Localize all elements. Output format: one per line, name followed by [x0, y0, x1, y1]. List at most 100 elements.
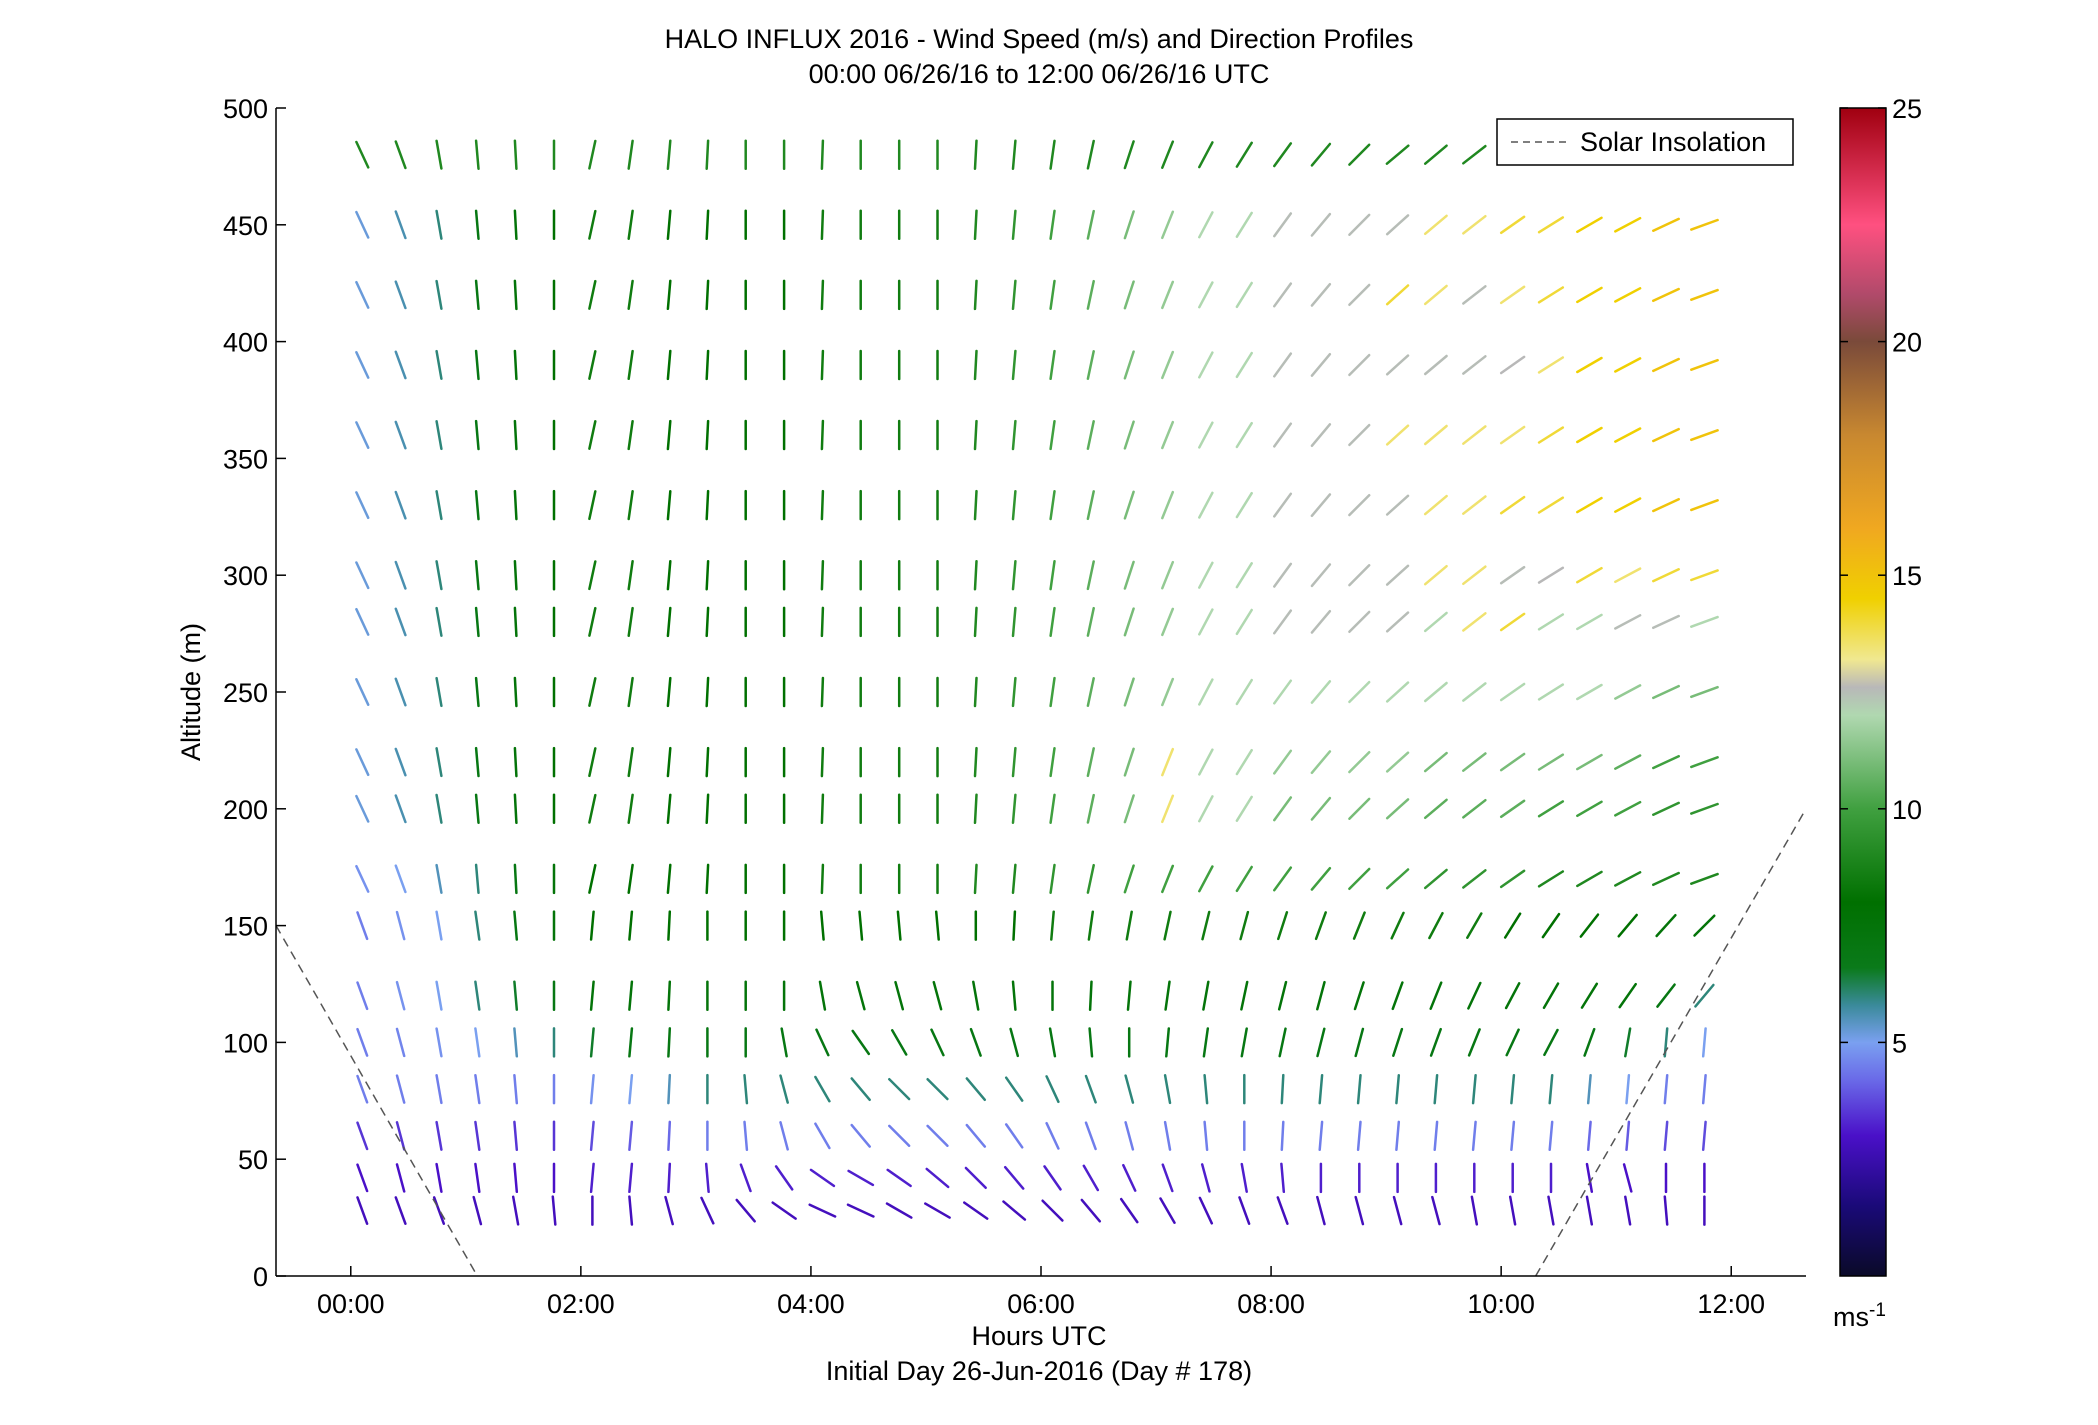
wind-arrow — [1652, 754, 1680, 770]
wind-arrow — [1690, 872, 1719, 885]
y-tick-label: 200 — [223, 795, 268, 825]
wind-arrow — [1316, 1195, 1326, 1226]
wind-arrow — [1080, 1198, 1102, 1223]
colorbar: 5 10 15 20 25 ms-1 — [1833, 94, 1922, 1332]
wind-arrow — [1125, 910, 1133, 941]
wind-arrow — [1318, 1120, 1324, 1152]
wind-arrow — [355, 748, 370, 777]
wind-arrow — [1652, 497, 1680, 513]
wind-arrow — [1198, 678, 1214, 706]
wind-arrow — [1011, 980, 1017, 1011]
wind-arrow — [1123, 140, 1135, 170]
wind-arrow — [1543, 1028, 1559, 1057]
wind-arrow — [1273, 609, 1293, 635]
wind-arrow — [474, 606, 480, 638]
wind-arrow — [1462, 612, 1487, 632]
wind-arrow — [1618, 982, 1637, 1009]
wind-arrow — [435, 349, 443, 380]
y-tick-label: 450 — [223, 211, 268, 241]
wind-arrow — [1431, 1195, 1441, 1226]
wind-arrow — [814, 1075, 831, 1103]
colorbar-tick-label: 25 — [1892, 94, 1922, 124]
wind-arrow — [1086, 793, 1095, 824]
wind-arrow — [973, 746, 978, 778]
wind-arrow — [474, 1162, 481, 1194]
wind-arrow — [1084, 1074, 1097, 1104]
wind-arrow — [474, 489, 480, 521]
wind-arrow — [627, 209, 634, 240]
wind-arrow — [969, 1027, 982, 1057]
wind-arrow — [1310, 493, 1332, 518]
wind-arrow — [1652, 801, 1680, 816]
wind-arrow — [1652, 684, 1680, 700]
wind-arrow — [1614, 684, 1642, 700]
plot-area-frame — [276, 108, 1806, 1276]
wind-arrow — [355, 607, 370, 636]
wind-arrow — [1701, 1027, 1707, 1058]
wind-arrow — [1423, 611, 1448, 633]
wind-arrow — [1429, 1027, 1442, 1057]
wind-arrow — [1462, 144, 1487, 165]
wind-arrow — [666, 746, 672, 778]
wind-arrow — [705, 676, 710, 708]
wind-arrow — [1385, 611, 1410, 633]
wind-arrow — [820, 793, 825, 825]
wind-arrow — [1198, 211, 1214, 239]
wind-arrow — [1433, 1120, 1439, 1152]
wind-arrow — [513, 419, 518, 451]
wind-arrow — [1277, 911, 1289, 941]
wind-arrow — [1310, 282, 1332, 307]
y-tick-label: 100 — [223, 1028, 268, 1058]
wind-arrow — [627, 139, 634, 170]
wind-arrow — [1163, 910, 1172, 941]
wind-arrow — [395, 910, 406, 941]
wind-arrow — [1273, 679, 1293, 705]
wind-arrow — [973, 209, 978, 241]
wind-arrow — [1161, 140, 1175, 169]
wind-arrow — [1395, 1073, 1401, 1105]
wind-arrow — [1049, 349, 1056, 381]
wind-arrow — [1576, 800, 1603, 818]
wind-arrow — [1049, 676, 1056, 708]
wind-arrow — [394, 490, 407, 520]
wind-arrow — [1202, 980, 1210, 1011]
wind-arrow — [1161, 210, 1175, 240]
wind-arrow — [1385, 564, 1410, 586]
wind-arrow — [1011, 863, 1017, 895]
wind-arrow — [1693, 914, 1716, 937]
wind-arrow — [666, 209, 672, 240]
wind-arrow — [1537, 356, 1565, 374]
wind-arrow — [1126, 980, 1132, 1011]
wind-arrow — [474, 279, 480, 311]
wind-arrow — [1198, 351, 1214, 379]
colorbar-tick-label: 5 — [1892, 1028, 1907, 1058]
wind-arrow — [628, 1195, 634, 1226]
wind-arrow — [1348, 213, 1371, 236]
wind-arrow — [1348, 143, 1371, 166]
wind-arrow — [1576, 753, 1603, 771]
wind-arrow — [820, 139, 825, 170]
x-axis-ticks: 00:00 02:00 04:00 06:00 08:00 10:00 12:00 — [317, 1266, 1765, 1319]
wind-arrow — [851, 1029, 871, 1056]
wind-arrow — [774, 1165, 794, 1191]
wind-arrow — [1235, 608, 1253, 636]
wind-arrow — [394, 607, 407, 637]
wind-arrow — [809, 1168, 836, 1188]
wind-arrow — [1123, 490, 1135, 520]
legend-box — [1496, 118, 1794, 166]
wind-arrow — [589, 1073, 595, 1105]
wind-arrow — [1462, 869, 1487, 889]
chart-title: HALO INFLUX 2016 - Wind Speed (m/s) and … — [665, 24, 1414, 54]
colorbar-ticks: 5 10 15 20 25 — [1840, 94, 1922, 1058]
wind-arrow — [705, 349, 710, 381]
wind-arrow — [1354, 1195, 1365, 1226]
wind-arrow — [1499, 752, 1526, 772]
wind-arrow — [588, 139, 597, 170]
wind-arrow — [1119, 1197, 1139, 1224]
wind-arrow — [1002, 1200, 1027, 1221]
wind-arrow — [815, 1028, 830, 1057]
wind-arrow — [1537, 683, 1565, 701]
wind-arrow — [474, 209, 480, 240]
wind-arrow — [735, 1198, 756, 1223]
wind-arrow — [1163, 1074, 1172, 1105]
